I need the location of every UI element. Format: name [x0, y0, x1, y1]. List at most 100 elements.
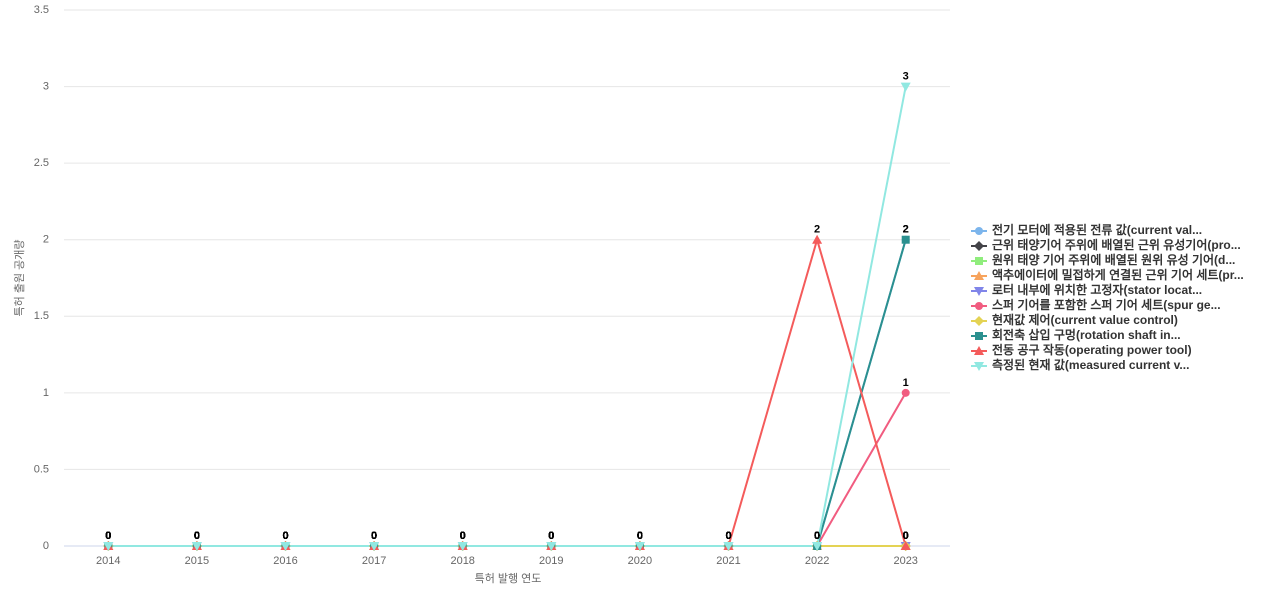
- y-tick-label: 2.5: [34, 157, 49, 169]
- data-label: 0: [460, 530, 466, 542]
- x-axis-label: 특허 발행 연도: [475, 572, 542, 585]
- data-label: 2: [903, 224, 909, 236]
- data-label: 0: [637, 530, 643, 542]
- data-label: 0: [814, 530, 820, 542]
- data-label: 0: [460, 530, 466, 542]
- data-label: 0: [105, 530, 111, 542]
- data-label: 0: [548, 530, 554, 542]
- data-label: 0: [548, 530, 554, 542]
- data-label: 0: [725, 530, 731, 542]
- y-tick-label: 2: [43, 234, 49, 246]
- data-label: 0: [371, 530, 377, 542]
- data-label: 0: [282, 530, 288, 542]
- data-point: [812, 234, 823, 244]
- data-label: 0: [548, 530, 554, 542]
- data-label: 0: [194, 530, 200, 542]
- data-label: 0: [194, 530, 200, 542]
- data-label: 0: [460, 530, 466, 542]
- data-label: 0: [460, 530, 466, 542]
- data-label: 0: [903, 530, 909, 542]
- data-label: 0: [282, 530, 288, 542]
- data-label: 0: [371, 530, 377, 542]
- y-tick-label: 3: [43, 80, 49, 92]
- data-label: 0: [460, 530, 466, 542]
- data-label: 0: [282, 530, 288, 542]
- data-label: 0: [105, 530, 111, 542]
- data-label: 0: [371, 530, 377, 542]
- legend-marker: [975, 227, 983, 235]
- data-label: 0: [814, 530, 820, 542]
- data-label: 0: [460, 530, 466, 542]
- x-tick-label: 2018: [450, 555, 474, 567]
- data-label: 0: [371, 530, 377, 542]
- data-label: 0: [282, 530, 288, 542]
- data-label: 0: [548, 530, 554, 542]
- data-label: 0: [460, 530, 466, 542]
- data-label: 0: [637, 530, 643, 542]
- data-label: 0: [282, 530, 288, 542]
- y-tick-label: 1: [43, 387, 49, 399]
- y-tick-label: 0: [43, 540, 49, 552]
- legend-marker: [974, 346, 984, 355]
- data-label: 0: [637, 530, 643, 542]
- data-label: 3: [903, 70, 909, 82]
- data-label: 0: [903, 530, 909, 542]
- legend-label: 회전축 삽입 구멍(rotation shaft in...: [992, 327, 1181, 342]
- legend-label: 전기 모터에 적용된 전류 값(current val...: [992, 222, 1202, 237]
- data-label: 0: [371, 530, 377, 542]
- legend-label: 전동 공구 작동(operating power tool): [992, 342, 1192, 357]
- data-label: 0: [814, 530, 820, 542]
- data-label: 0: [194, 530, 200, 542]
- data-label: 0: [371, 530, 377, 542]
- data-point: [457, 542, 468, 551]
- data-label: 0: [460, 530, 466, 542]
- data-label: 0: [725, 530, 731, 542]
- data-label: 0: [282, 530, 288, 542]
- data-label: 0: [371, 530, 377, 542]
- data-label: 0: [637, 530, 643, 542]
- data-label: 0: [548, 530, 554, 542]
- data-label: 0: [548, 530, 554, 542]
- data-point: [900, 541, 911, 550]
- legend-marker: [974, 271, 984, 280]
- data-label: 0: [637, 530, 643, 542]
- x-tick-label: 2014: [96, 555, 120, 567]
- data-label: 0: [903, 530, 909, 542]
- legend-label: 액추에이터에 밀접하게 연결된 근위 기어 세트(pr...: [992, 267, 1244, 282]
- legend-label: 근위 태양기어 주위에 배열된 근위 유성기어(pro...: [992, 237, 1241, 252]
- data-point: [546, 542, 557, 551]
- data-point: [103, 542, 114, 551]
- legend-label: 원위 태양 기어 주위에 배열된 원위 유성 기어(d...: [992, 252, 1235, 267]
- legend-label: 현재값 제어(current value control): [992, 312, 1178, 327]
- data-label: 0: [194, 530, 200, 542]
- x-tick-label: 2023: [893, 555, 917, 567]
- data-point: [901, 235, 910, 244]
- data-label: 0: [725, 530, 731, 542]
- data-label: 0: [814, 530, 820, 542]
- legend-marker: [974, 316, 984, 326]
- data-label: 2: [814, 224, 820, 236]
- legend-marker: [974, 287, 984, 296]
- data-label: 0: [105, 530, 111, 542]
- data-point: [280, 542, 291, 551]
- data-label: 0: [194, 530, 200, 542]
- y-tick-label: 0.5: [34, 463, 49, 475]
- data-label: 0: [282, 530, 288, 542]
- data-label: 0: [282, 530, 288, 542]
- legend-marker: [974, 362, 984, 371]
- legend-label: 로터 내부에 위치한 고정자(stator locat...: [992, 282, 1202, 297]
- data-label: 0: [548, 530, 554, 542]
- data-label: 0: [725, 530, 731, 542]
- data-point: [901, 388, 910, 397]
- x-tick-label: 2016: [273, 555, 297, 567]
- data-label: 0: [105, 530, 111, 542]
- data-label: 0: [371, 530, 377, 542]
- data-label: 0: [814, 530, 820, 542]
- data-point: [900, 82, 911, 92]
- data-label: 0: [105, 530, 111, 542]
- data-label: 0: [105, 530, 111, 542]
- data-label: 0: [637, 530, 643, 542]
- data-label: 0: [814, 530, 820, 542]
